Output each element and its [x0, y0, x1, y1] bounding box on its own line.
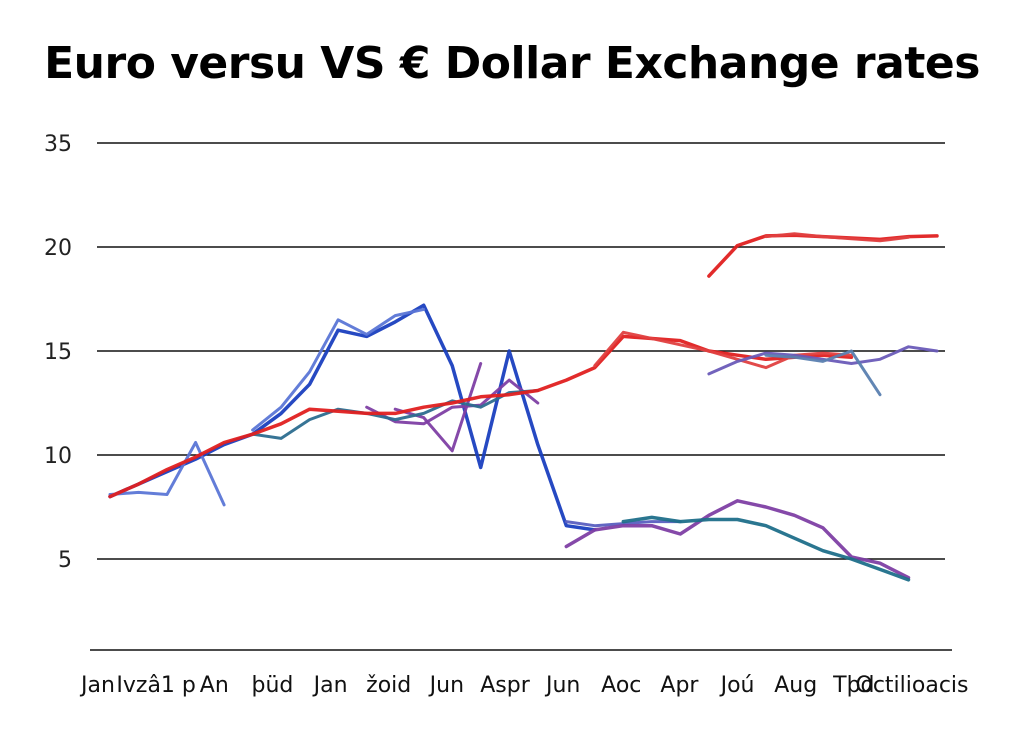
x-tick-label: Octilioacis [856, 673, 969, 698]
x-tick-label: þüd [251, 673, 293, 698]
series-line [108, 334, 854, 499]
x-tick-label: Jan [79, 673, 115, 698]
series-line [764, 232, 910, 243]
x-tick-label: žoid [366, 673, 411, 698]
series-line [707, 233, 939, 278]
series-line [365, 378, 540, 426]
chart-title: Euro versu VS € Dollar Exchange rates [44, 38, 980, 89]
series-line [108, 441, 226, 507]
x-tick-label: An [200, 673, 229, 698]
x-tick-label: Jun [428, 673, 464, 698]
x-tick-label: Joú [719, 673, 755, 698]
series-line [108, 303, 597, 532]
x-tick-label: Ivzâ1 p [116, 673, 196, 698]
series-line [564, 520, 682, 528]
series-line [393, 362, 483, 453]
x-tick-label: Aoc [601, 673, 641, 698]
x-tick-label: Apr [660, 673, 699, 698]
series-line [621, 515, 911, 582]
series-line [593, 330, 853, 370]
x-tick-label: Aug [774, 673, 817, 698]
x-tick-label: Tþd [832, 673, 874, 698]
series-line [764, 349, 882, 397]
x-tick-label: Aspr [480, 673, 530, 698]
series-line [564, 499, 911, 580]
y-tick-label: 5 [58, 548, 72, 573]
y-tick-label: 10 [44, 444, 72, 469]
y-tick-label: 20 [44, 236, 72, 261]
series-line [251, 389, 540, 440]
series-line [251, 307, 426, 432]
y-tick-label: 15 [44, 340, 72, 365]
x-tick-label: Jun [544, 673, 580, 698]
y-tick-label: 35 [44, 132, 72, 157]
series-line [707, 345, 939, 376]
x-tick-label: Jan [312, 673, 348, 698]
